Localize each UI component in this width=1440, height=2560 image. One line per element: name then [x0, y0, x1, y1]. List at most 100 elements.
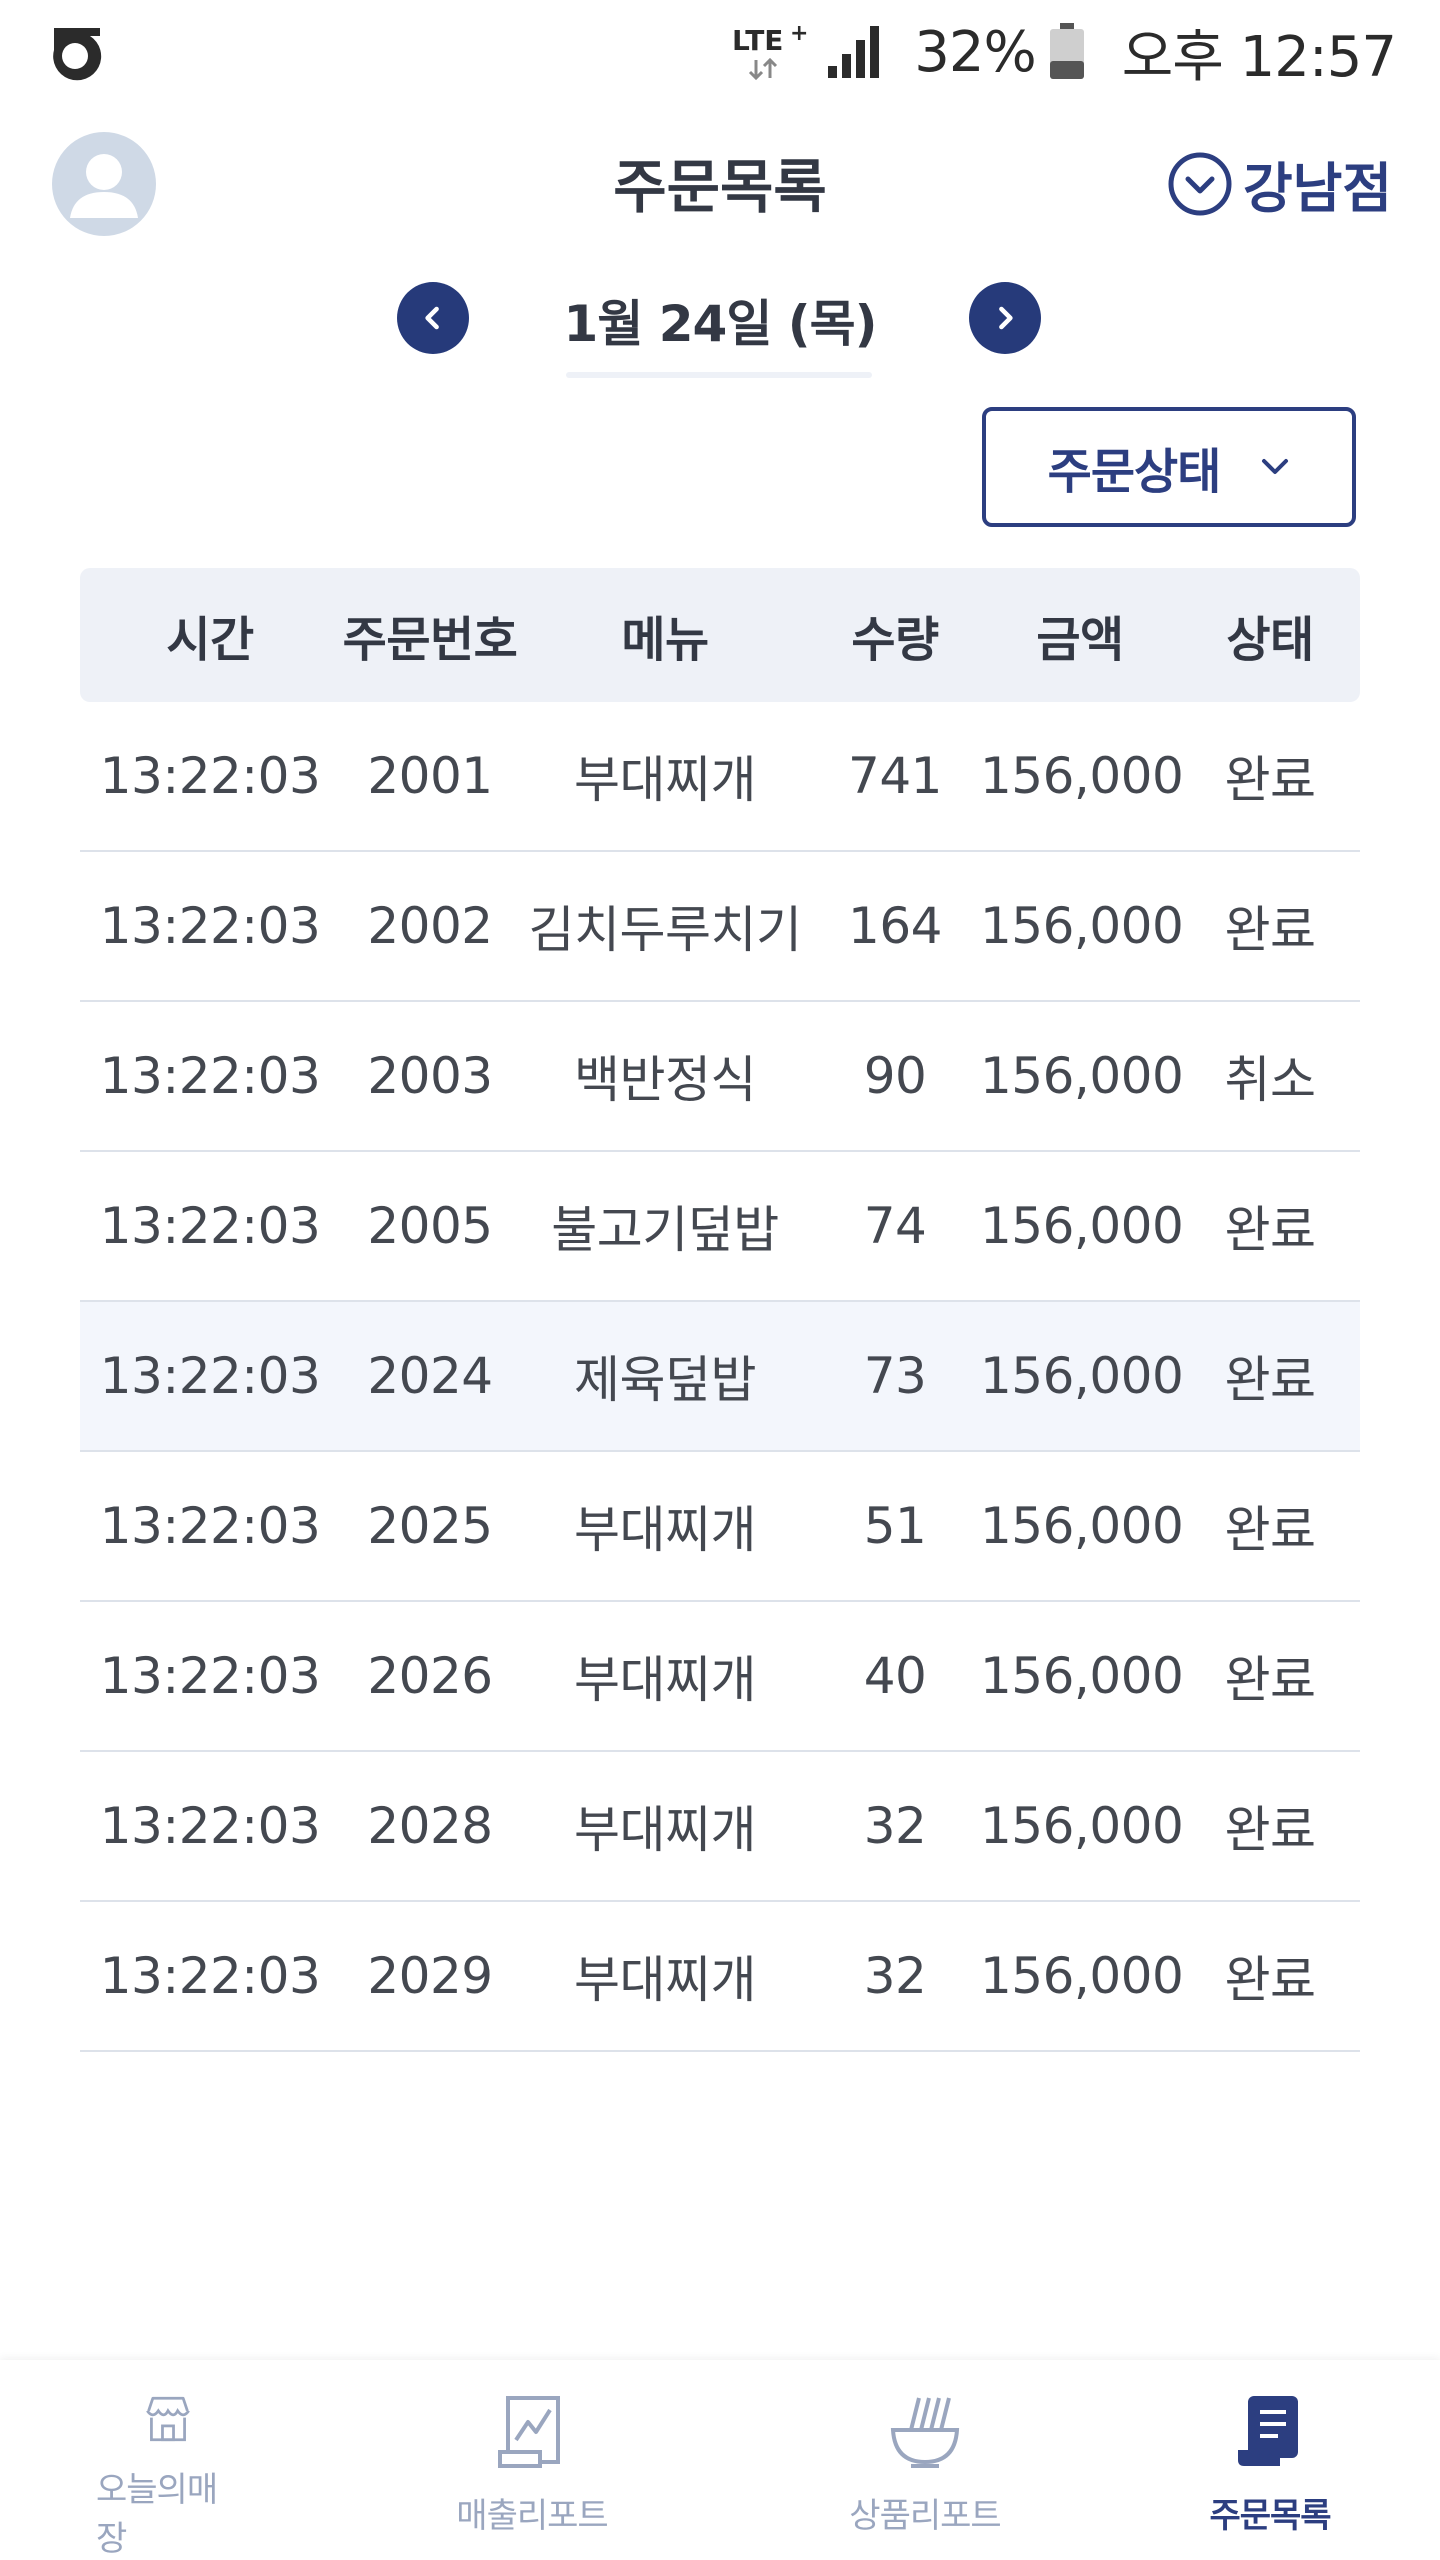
- date-navigation: 1월 24일 (목): [0, 278, 1440, 378]
- cell-order-number: 2028: [367, 1797, 493, 1855]
- cell-menu: 김치두루치기: [528, 901, 803, 959]
- cell-status: 완료: [1224, 1801, 1317, 1859]
- table-row[interactable]: 13:22:03 2024 제육덮밥 73 156,000 완료: [80, 1302, 1360, 1452]
- table-row[interactable]: 13:22:03 2029 부대찌개 32 156,000 완료: [80, 1902, 1360, 2052]
- cell-status: 완료: [1224, 901, 1317, 959]
- order-list-icon: [1238, 2396, 1298, 2466]
- cell-quantity: 32: [863, 1797, 927, 1855]
- nav-item-order-list[interactable]: 주문목록: [1200, 2360, 1340, 2560]
- current-date[interactable]: 1월 24일 (목): [563, 295, 878, 353]
- table-row[interactable]: 13:22:03 2028 부대찌개 32 156,000 완료: [80, 1752, 1360, 1902]
- cell-time: 13:22:03: [99, 1197, 321, 1255]
- cell-menu: 부대찌개: [574, 751, 757, 809]
- table-header: 시간 주문번호 메뉴 수량 금액 상태: [80, 568, 1360, 702]
- cell-order-number: 2026: [367, 1647, 493, 1705]
- nav-label: 주문목록: [1209, 2496, 1331, 2536]
- table-row[interactable]: 13:22:03 2025 부대찌개 51 156,000 완료: [80, 1452, 1360, 1602]
- carrier-logo-icon: [53, 28, 102, 81]
- cell-quantity: 51: [863, 1497, 927, 1555]
- cell-menu: 부대찌개: [574, 1501, 757, 1559]
- cell-time: 13:22:03: [99, 1947, 321, 2005]
- cell-menu: 부대찌개: [574, 1801, 757, 1859]
- nav-label: 상품리포트: [849, 2496, 1001, 2536]
- nav-item-product-report[interactable]: 상품리포트: [848, 2360, 1002, 2560]
- battery-percent: 32%: [914, 19, 1036, 85]
- order-table: 시간 주문번호 메뉴 수량 금액 상태 13:22:03 2001 부대찌개 741 1…: [80, 568, 1360, 2052]
- cell-menu: 불고기덮밥: [551, 1201, 779, 1259]
- nav-item-sales-report[interactable]: 매출리포트: [455, 2360, 609, 2560]
- cell-menu: 부대찌개: [574, 1651, 757, 1709]
- cell-menu: 제육덮밥: [574, 1351, 757, 1409]
- column-header-time: 시간: [166, 612, 254, 668]
- cell-status: 완료: [1224, 1201, 1317, 1259]
- nav-label: 오늘의매장: [96, 2470, 218, 2559]
- cell-order-number: 2005: [367, 1197, 493, 1255]
- cell-status: 완료: [1224, 1651, 1317, 1709]
- column-header-amount: 금액: [1036, 612, 1124, 668]
- table-row[interactable]: 13:22:03 2001 부대찌개 741 156,000 완료: [80, 702, 1360, 852]
- table-row[interactable]: 13:22:03 2002 김치두루치기 164 156,000 완료: [80, 852, 1360, 1002]
- avatar[interactable]: [52, 132, 156, 236]
- cell-quantity: 164: [848, 897, 942, 955]
- cell-amount: 156,000: [980, 1347, 1184, 1405]
- status-bar: LTE + 32% 오후 12:57: [0, 0, 1440, 104]
- cell-status: 완료: [1224, 1351, 1317, 1409]
- lte-icon: LTE +: [732, 21, 809, 81]
- cell-order-number: 2025: [367, 1497, 493, 1555]
- store-icon: [146, 2396, 190, 2442]
- cell-menu: 부대찌개: [574, 1951, 757, 2009]
- cell-order-number: 2029: [367, 1947, 493, 2005]
- cell-time: 13:22:03: [99, 1047, 321, 1105]
- store-name: 강남점: [1242, 157, 1392, 220]
- chevron-right-icon: [999, 306, 1013, 330]
- battery-icon: [1049, 23, 1084, 79]
- cell-order-number: 2024: [367, 1347, 493, 1405]
- column-header-quantity: 수량: [851, 612, 939, 668]
- svg-text:LTE: LTE: [732, 24, 783, 57]
- nav-item-today-store[interactable]: 오늘의매장: [96, 2360, 240, 2560]
- cell-status: 완료: [1224, 751, 1317, 809]
- cell-quantity: 90: [863, 1047, 927, 1105]
- order-status-filter-label: 주문상태: [1047, 444, 1222, 500]
- next-date-button[interactable]: [969, 282, 1041, 354]
- cell-order-number: 2001: [367, 747, 493, 805]
- clock: 오후 12:57: [1121, 24, 1397, 90]
- store-selector[interactable]: 강남점: [1167, 144, 1392, 223]
- cell-time: 13:22:03: [99, 1347, 321, 1405]
- cell-quantity: 74: [863, 1197, 927, 1255]
- cell-order-number: 2003: [367, 1047, 493, 1105]
- previous-date-button[interactable]: [397, 282, 469, 354]
- chart-report-icon: [498, 2396, 560, 2468]
- column-header-order-number: 주문번호: [342, 612, 518, 668]
- user-icon: [70, 154, 138, 218]
- cell-quantity: 32: [863, 1947, 927, 2005]
- chevron-down-circle-icon: [1168, 152, 1232, 215]
- cell-quantity: 40: [863, 1647, 927, 1705]
- column-header-menu: 메뉴: [621, 612, 709, 668]
- cell-amount: 156,000: [980, 747, 1184, 805]
- cell-time: 13:22:03: [99, 1797, 321, 1855]
- order-status-filter[interactable]: 주문상태: [982, 407, 1356, 527]
- cell-amount: 156,000: [980, 897, 1184, 955]
- column-header-status: 상태: [1226, 612, 1314, 668]
- bottom-navigation: 오늘의매장 매출리포트 상품리포트 주문목록: [0, 2360, 1440, 2560]
- page-title: 주문목록: [613, 153, 827, 221]
- cell-amount: 156,000: [980, 1047, 1184, 1105]
- cell-quantity: 73: [863, 1347, 927, 1405]
- cell-quantity: 741: [848, 747, 942, 805]
- noodle-bowl-icon: [890, 2397, 960, 2468]
- table-row[interactable]: 13:22:03 2005 불고기덮밥 74 156,000 완료: [80, 1152, 1360, 1302]
- cell-amount: 156,000: [980, 1947, 1184, 2005]
- cell-order-number: 2002: [367, 897, 493, 955]
- chevron-left-icon: [425, 306, 439, 330]
- table-row[interactable]: 13:22:03 2026 부대찌개 40 156,000 완료: [80, 1602, 1360, 1752]
- cell-status: 완료: [1224, 1501, 1317, 1559]
- date-underline: [566, 372, 872, 378]
- cell-time: 13:22:03: [99, 1497, 321, 1555]
- cell-time: 13:22:03: [99, 897, 321, 955]
- cell-menu: 백반정식: [574, 1051, 757, 1109]
- svg-text:+: +: [790, 21, 808, 46]
- cell-status: 취소: [1224, 1051, 1317, 1109]
- cell-status: 완료: [1224, 1951, 1317, 2009]
- table-row[interactable]: 13:22:03 2003 백반정식 90 156,000 취소: [80, 1002, 1360, 1152]
